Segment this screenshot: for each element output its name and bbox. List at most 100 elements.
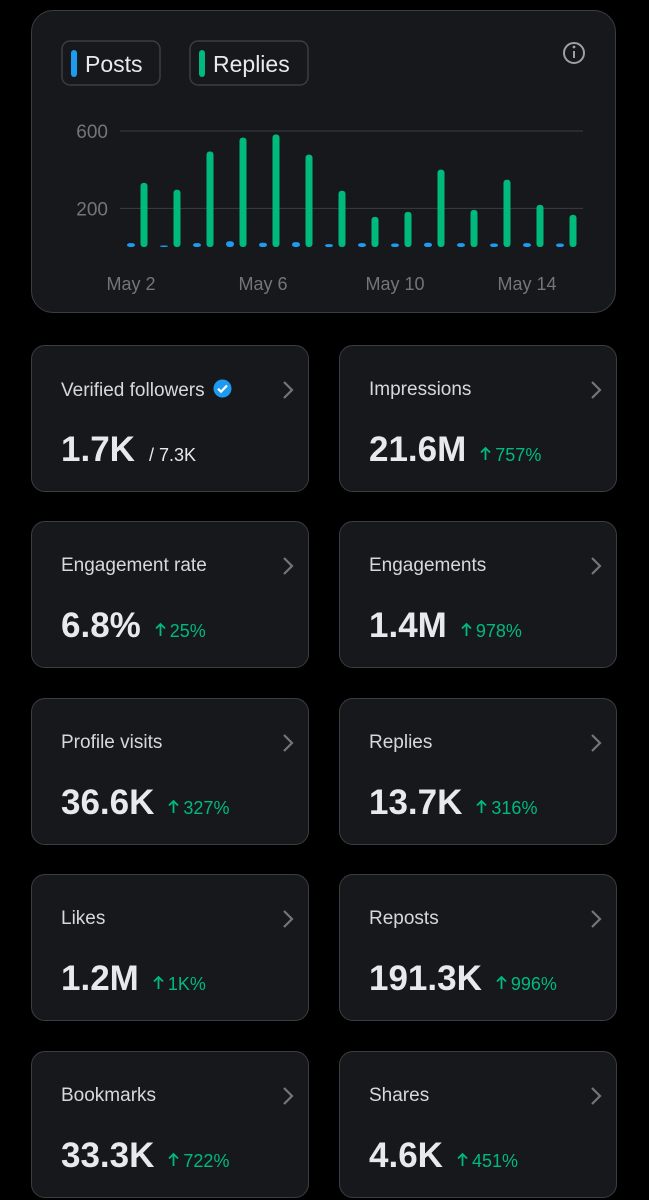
metric-change-text: 327%: [183, 798, 230, 818]
metric-label-text: Replies: [369, 732, 433, 753]
metric-card[interactable]: Likes 1.2M 1K%: [31, 874, 309, 1021]
up-arrow: [168, 799, 180, 813]
metric-card[interactable]: Bookmarks 33.3K 722%: [31, 1051, 309, 1198]
x-tick-label: May 10: [365, 274, 424, 294]
chevron: [591, 557, 602, 575]
chart: 200 600 Posts Replies May 2 May 6 May 10 May 14: [61, 40, 585, 294]
posts-bar: [160, 245, 168, 247]
legend-swatch: [71, 50, 77, 77]
x-tick-label: May 6: [238, 274, 287, 294]
metric-value-text: 1.7K: [61, 430, 135, 469]
metric-card[interactable]: Shares 4.6K 451%: [339, 1051, 617, 1198]
up-arrow: [480, 446, 491, 460]
metric-label: Likes: [61, 908, 105, 930]
verified-badge: [213, 379, 232, 398]
metric-change: 757%: [480, 445, 541, 465]
up-arrow: [457, 1152, 468, 1166]
metric-label: Verified followers: [61, 379, 232, 402]
metric-label-text: Engagement rate: [61, 555, 207, 576]
chart-card: [31, 10, 616, 313]
metric-label-text: Engagements: [369, 555, 487, 576]
metric-total: / 7.3K: [148, 445, 196, 465]
x-tick-label: May 14: [497, 274, 556, 294]
metric-change: 1K%: [153, 974, 206, 994]
metric-label: Replies: [369, 732, 432, 754]
posts-bar: [523, 243, 531, 247]
replies-bar: [536, 204, 544, 247]
replies-bar: [470, 209, 478, 247]
metric-change-text: 1K%: [167, 974, 206, 994]
metric-value: 36.6K 327%: [61, 783, 229, 823]
posts-bar: [226, 241, 234, 247]
metric-label: Reposts: [369, 908, 439, 930]
metric-label: Shares: [369, 1085, 429, 1107]
y-tick-label: 200: [76, 199, 108, 220]
posts-bar: [556, 243, 564, 247]
up-arrow: [476, 799, 488, 813]
metric-value: 4.6K 451%: [369, 1136, 518, 1176]
metric-value-text: 1.2M: [61, 959, 139, 998]
metric-change: 996%: [496, 974, 557, 994]
replies-bar: [206, 151, 214, 247]
metric-card[interactable]: Engagements 1.4M 978%: [339, 521, 617, 668]
metric-value-text: 13.7K: [369, 783, 463, 822]
replies-bar: [503, 179, 511, 247]
chevron: [283, 910, 294, 928]
metric-label-text: Bookmarks: [61, 1085, 157, 1106]
metric-value-text: 191.3K: [369, 959, 482, 998]
metric-label: Engagements: [369, 555, 486, 577]
chevron: [283, 381, 294, 399]
replies-bar: [371, 216, 379, 247]
chevron: [591, 734, 602, 752]
replies-bar: [239, 137, 247, 247]
info-icon-dot: [572, 45, 576, 49]
replies-bar: [173, 189, 181, 247]
metric-card[interactable]: Replies 13.7K 316%: [339, 698, 617, 845]
chevron: [591, 910, 602, 928]
metric-value-text: 33.3K: [61, 1136, 155, 1175]
metric-card[interactable]: Engagement rate 6.8% 25%: [31, 521, 309, 668]
replies-bar: [140, 182, 148, 247]
metric-change-text: 316%: [491, 798, 538, 818]
up-arrow: [461, 622, 472, 636]
metric-label-text: Shares: [369, 1085, 430, 1106]
replies-bar: [569, 214, 577, 247]
replies-bar: [338, 190, 346, 247]
up-arrow: [155, 622, 166, 636]
metric-change: 722%: [168, 1151, 229, 1171]
up-arrow: [168, 1152, 180, 1166]
metric-label-text: Reposts: [369, 908, 439, 929]
chevron: [591, 1087, 602, 1105]
up-arrow: [496, 975, 507, 989]
metric-card[interactable]: Verified followers 1.7K / 7.3K: [31, 345, 309, 492]
legend-box[interactable]: [61, 40, 161, 86]
chevron: [283, 1087, 294, 1105]
metric-value: 1.7K / 7.3K: [61, 430, 196, 470]
metric-value-text: 4.6K: [369, 1136, 443, 1175]
metric-value: 6.8% 25%: [61, 606, 206, 646]
chevron: [591, 381, 602, 399]
replies-bar: [404, 211, 412, 247]
metric-value: 191.3K 996%: [369, 959, 557, 999]
replies-bar: [305, 154, 313, 247]
metric-change-text: 978%: [475, 621, 522, 641]
metric-change-text: 451%: [471, 1151, 518, 1171]
posts-bar: [259, 242, 267, 247]
posts-bar: [391, 243, 399, 247]
replies-bar: [272, 134, 280, 247]
posts-bar: [292, 242, 300, 247]
legend-box[interactable]: [189, 40, 309, 86]
metric-change: 316%: [476, 798, 537, 818]
posts-bar: [325, 244, 333, 247]
metric-card[interactable]: Profile visits 36.6K 327%: [31, 698, 309, 845]
up-arrow: [153, 975, 164, 989]
info-icon[interactable]: [563, 42, 585, 64]
posts-bar: [457, 243, 465, 247]
legend-label: Replies: [213, 51, 290, 77]
metric-card[interactable]: Impressions 21.6M 757%: [339, 345, 617, 492]
metric-change-text: 757%: [495, 445, 542, 465]
metric-value: 1.2M 1K%: [61, 959, 206, 999]
metric-card[interactable]: Reposts 191.3K 996%: [339, 874, 617, 1021]
metric-change: 25%: [155, 621, 206, 641]
legend-swatch: [199, 50, 205, 77]
